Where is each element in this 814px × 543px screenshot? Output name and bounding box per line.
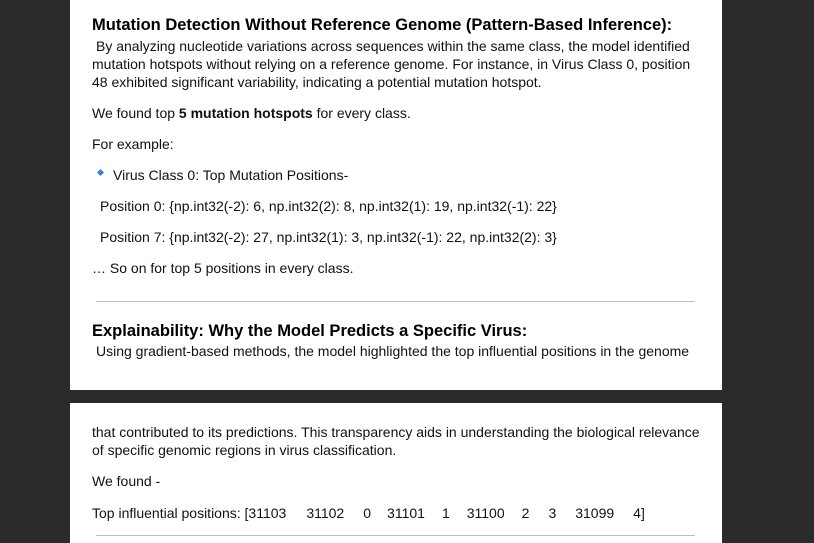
paragraph-line: of specific genomic regions in virus cla… — [92, 442, 397, 458]
top-influential-label: Top influential positions: [31103 — [92, 505, 287, 521]
bullet-diamond-icon — [96, 168, 105, 177]
position-value: 31100 — [466, 505, 505, 521]
paragraph-line: 48 exhibited significant variability, in… — [92, 74, 542, 90]
horizontal-divider — [96, 535, 695, 536]
we-found-label: We found - — [92, 473, 161, 489]
found-hotspots-sentence: We found top 5 mutation hotspots for eve… — [92, 104, 411, 122]
so-on-line: … So on for top 5 positions in every cla… — [92, 260, 354, 276]
document-page-2: that contributed to its predictions. Thi… — [70, 403, 722, 543]
position-value: 2 — [521, 505, 530, 521]
found-bold-text: 5 mutation hotspots — [178, 105, 313, 121]
paragraph-line: that contributed to its predictions. Thi… — [92, 424, 700, 440]
position-value: 31101 — [387, 505, 425, 521]
paragraph-line: By analyzing nucleotide variations acros… — [96, 38, 690, 54]
position-7-line: Position 7: {np.int32(-2): 27, np.int32(… — [100, 229, 557, 245]
position-value: 4] — [633, 505, 645, 521]
found-suffix: for every class. — [312, 105, 411, 121]
position-value: 3 — [548, 505, 557, 521]
horizontal-divider — [96, 301, 695, 302]
found-prefix: We found top — [92, 105, 179, 121]
bullet-item-virus-class-0: Virus Class 0: Top Mutation Positions- — [113, 167, 349, 183]
section-heading-explainability: Explainability: Why the Model Predicts a… — [92, 322, 528, 340]
position-value: 0 — [363, 505, 372, 521]
position-value: 31102 — [306, 505, 345, 521]
section-heading-mutation-detection: Mutation Detection Without Reference Gen… — [92, 16, 673, 34]
for-example-label: For example: — [92, 136, 174, 152]
position-value: 31099 — [575, 505, 615, 521]
paragraph-line: mutation hotspots without relying on a r… — [92, 56, 691, 72]
document-page-1: Mutation Detection Without Reference Gen… — [70, 0, 722, 390]
paragraph-line: Using gradient-based methods, the model … — [96, 343, 690, 359]
position-0-line: Position 0: {np.int32(-2): 6, np.int32(2… — [100, 198, 557, 214]
top-influential-positions-line: Top influential positions: [31103 31102 0 3… — [92, 504, 645, 522]
position-value: 1 — [441, 505, 450, 521]
